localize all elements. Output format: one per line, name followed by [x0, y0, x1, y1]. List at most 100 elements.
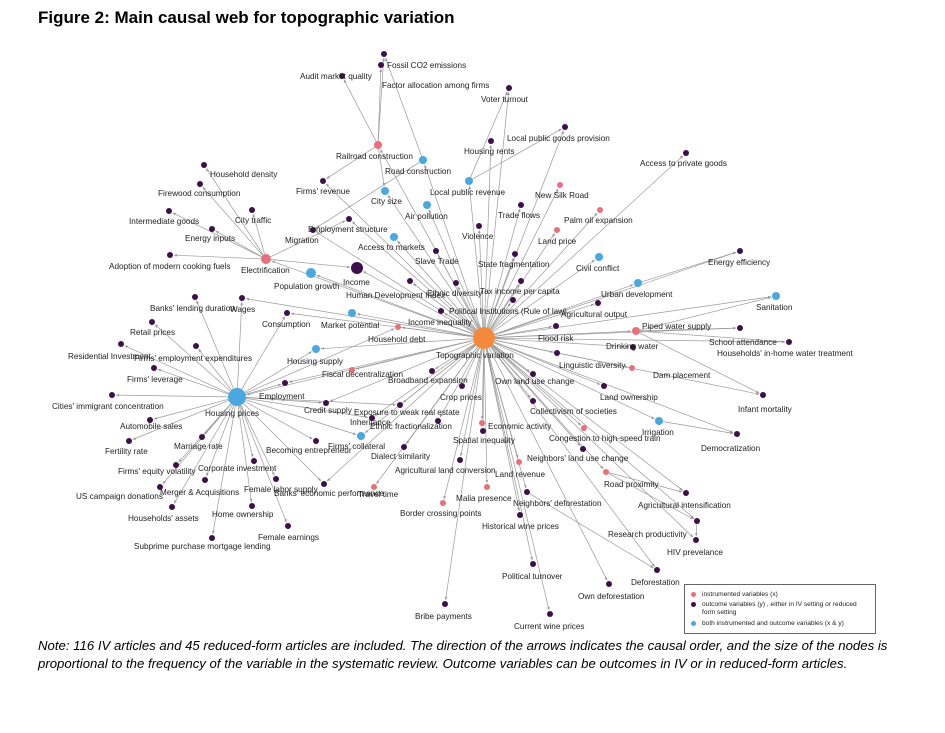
node-label-intermediate: Intermediate goods — [129, 217, 199, 226]
node-infant_mortality — [760, 392, 766, 398]
node-label-broadband: Broadband expansion — [388, 376, 468, 385]
edge-topo-to-employment_structure — [351, 221, 476, 331]
edge-topo-to-housing_rents — [484, 144, 493, 328]
legend-label: instrumented variables (x) — [702, 591, 778, 598]
edge-road_proximity-to-research_productivity — [608, 473, 694, 520]
node-human_dev — [407, 278, 413, 284]
node-urban_development — [634, 279, 642, 287]
edge-topo-to-agricultural_output — [494, 303, 595, 336]
edge-piped_water-to-sanitation — [639, 296, 772, 331]
node-layer — [109, 51, 792, 617]
node-credit_supply — [323, 400, 329, 406]
causal-network-diagram: Topographic variation Housing prices Elect… — [52, 51, 854, 631]
node-housing_prices — [228, 388, 246, 406]
node-label-merger: Merger & Acquisitions — [160, 488, 239, 497]
edge-topo-to-local_public_goods — [487, 130, 564, 328]
edge-railroad-to-city_size — [378, 148, 386, 187]
node-label-firms_leverage: Firms' leverage — [127, 375, 183, 384]
node-firms_revenue — [320, 178, 326, 184]
edge-topo-to-income — [362, 271, 475, 333]
edge-irrigation-to-democratization — [662, 421, 734, 435]
edge-topo-to-own_deforestation — [488, 347, 608, 581]
edge-topo-to-tax_income — [489, 284, 520, 329]
edge-topo-to-flood_risk — [494, 325, 553, 337]
node-label-female_earnings: Female earnings — [258, 533, 319, 542]
edge-topo-to-infant_mortality — [494, 339, 760, 395]
edge-electrification-to-city_traffic — [252, 213, 265, 255]
node-banks_econ_perf — [321, 481, 327, 487]
edge-housing_prices-to-household_debt — [245, 328, 395, 394]
node-label-hiv: HIV prevelance — [667, 548, 723, 557]
edge-topo-to-credit_supply — [329, 341, 474, 402]
node-marriage_rate — [199, 434, 205, 440]
edge-railroad-to-audit — [343, 79, 377, 142]
node-access_markets — [390, 233, 398, 241]
node-label-inheritance: Inheritance — [350, 418, 391, 427]
node-home_ownership — [249, 503, 255, 509]
edge-housing_prices-to-banks_econ_perf — [243, 403, 322, 482]
node-label-border_crossing: Border crossing points — [400, 509, 481, 518]
node-broadband — [429, 368, 435, 374]
edge-research_productivity-to-hiv — [694, 523, 698, 537]
node-label-collectivism: Collectivism of societies — [530, 407, 617, 416]
node-palm_oil — [597, 207, 603, 213]
node-tax_income — [518, 278, 524, 284]
node-housing_rents — [488, 138, 494, 144]
node-label-civil_conflict: Civil conflict — [576, 264, 620, 273]
edge-local_public_revenue-to-local_public_goods — [472, 128, 562, 180]
node-energy_inputs — [209, 226, 215, 232]
edge-housing_prices-to-consumption — [241, 316, 286, 390]
edge-housing_prices-to-female_earnings — [239, 405, 287, 523]
edge-housing_prices-to-housing_supply — [244, 351, 312, 393]
node-topo — [473, 327, 495, 349]
node-label-access_markets: Access to markets — [358, 243, 425, 252]
edge-electrification-to-firewood — [202, 186, 263, 256]
node-household_density — [201, 162, 207, 168]
edge-topo-to-congestion — [491, 345, 582, 426]
edge-layer — [115, 57, 786, 611]
node-us_campaign — [157, 484, 163, 490]
node-ethnic_fract — [435, 418, 441, 424]
edge-topo-to-hiv — [491, 345, 694, 538]
legend: instrumented variables (x) outcome varia… — [684, 584, 876, 634]
edge-housing_prices-to-exposure_weak_re — [245, 397, 397, 407]
node-label-linguistic_diversity: Linguistic diversity — [559, 361, 626, 370]
node-neighbors_deforest — [524, 489, 530, 495]
node-label-dam_placement: Dam placement — [653, 371, 711, 380]
node-market_potential — [348, 309, 356, 317]
node-fossil — [378, 62, 384, 68]
edge-topo-to-violence — [477, 229, 484, 328]
edge-housing_prices-to-households_assets — [173, 404, 233, 504]
edge-road_construction-to-factor — [385, 57, 422, 157]
node-energy_efficiency — [737, 248, 743, 254]
edge-housing_prices-to-cities_immigrant — [115, 393, 229, 398]
node-migration — [310, 227, 316, 233]
node-label-energy_inputs: Energy inputs — [185, 234, 235, 243]
node-current_wine — [547, 611, 553, 617]
edge-topo-to-local_public_revenue — [468, 185, 484, 328]
node-label-consumption: Consumption — [262, 320, 311, 329]
edge-topo-to-bribe — [444, 348, 483, 601]
node-factor — [381, 51, 387, 57]
edge-electrification-to-income — [270, 259, 351, 269]
edge-topo-to-agri_land_conversion — [460, 348, 483, 457]
node-label-neighbors_deforest: Neighbors' deforestation — [513, 499, 602, 508]
node-label-human_dev: Human Development Index — [346, 291, 445, 300]
node-label-corporate_investment: Corporate investment — [198, 464, 277, 473]
node-firms_leverage — [151, 365, 157, 371]
edge-topo-to-fiscal_decentral — [355, 340, 474, 370]
node-label-current_wine: Current wine prices — [514, 622, 585, 631]
edge-housing_prices-to-us_campaign — [162, 403, 232, 485]
node-label-road_construction: Road construction — [385, 167, 451, 176]
node-label-economic_activity: Economic activity — [488, 422, 552, 431]
node-city_size — [381, 187, 389, 195]
node-label-housing_rents: Housing rents — [464, 147, 515, 156]
edge-topo-to-housing_supply — [320, 338, 474, 350]
node-label-own_deforestation: Own deforestation — [578, 592, 645, 601]
node-label-home_ownership: Home ownership — [212, 510, 274, 519]
node-local_public_goods — [562, 124, 568, 130]
node-merger — [202, 477, 208, 483]
legend-item-outcome: outcome variables (y) , either in IV set… — [691, 601, 867, 616]
node-becoming_entrepreneur — [313, 438, 319, 444]
node-road_proximity — [603, 469, 609, 475]
